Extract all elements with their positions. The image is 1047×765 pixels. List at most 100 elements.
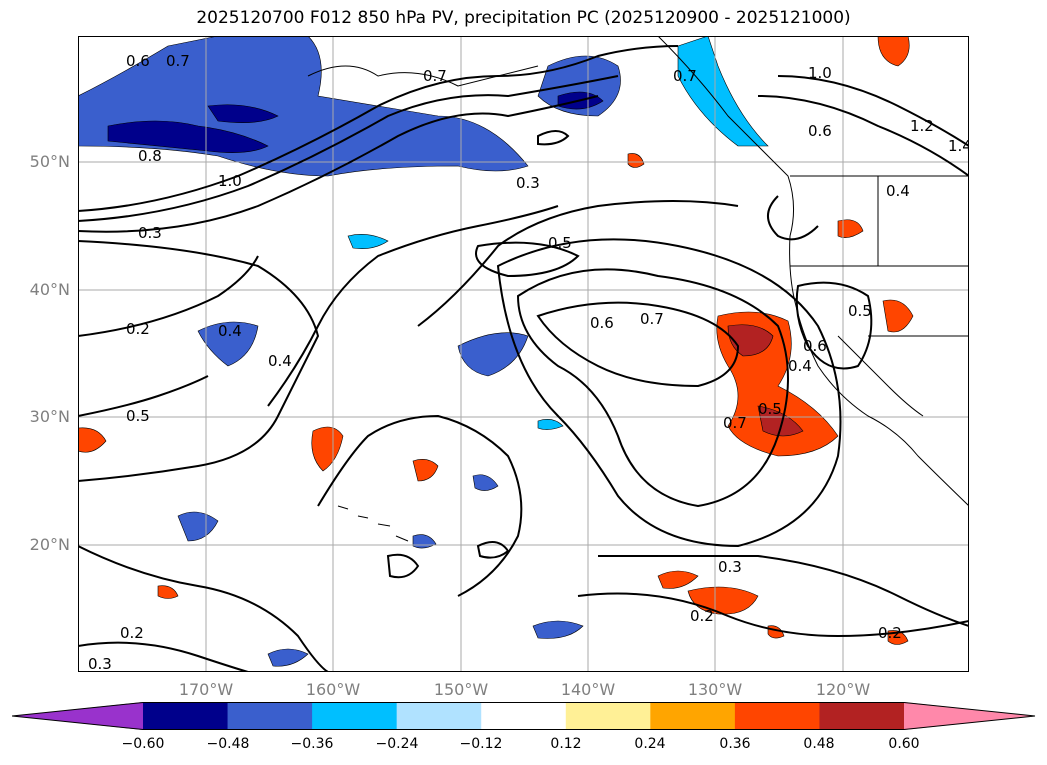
lon-label: 170°W: [178, 680, 234, 699]
contour-label: 0.3: [516, 174, 540, 192]
contour-label: 0.4: [218, 322, 242, 340]
contour-label: 0.2: [126, 320, 150, 338]
pos-patch-main-core: [727, 324, 774, 357]
colorbar-extend-high: [904, 702, 1035, 730]
neg-patch-bc: [677, 36, 769, 147]
contour-label: 0.7: [166, 52, 190, 70]
colorbar-tick-label: −0.60: [121, 736, 165, 752]
lat-label: 20°N: [29, 535, 70, 554]
colorbar-tick-label: 0.48: [803, 736, 835, 752]
contour-l10: [516, 268, 789, 508]
neg-patch-s2: [267, 648, 309, 667]
contour-l2: [78, 75, 619, 222]
contour-label: 1.2: [910, 117, 934, 135]
lat-label: 40°N: [29, 280, 70, 299]
contour-label: 0.6: [803, 337, 827, 355]
neg-patch-north-core2: [207, 104, 279, 123]
contour-l24: [386, 553, 420, 579]
colorbar-tick-label: −0.48: [206, 736, 250, 752]
contour-label: 1.4: [948, 137, 969, 155]
contour-l22: [537, 130, 570, 146]
contour-label: 0.5: [848, 302, 872, 320]
neg-patch-sw1: [197, 321, 259, 367]
contour-label: 0.3: [138, 224, 162, 242]
neg-patch-c2: [472, 474, 499, 491]
colorbar-extend-low: [12, 702, 143, 730]
colorbar-bin: [227, 702, 313, 730]
contour-l17: [78, 641, 249, 672]
contour-label: 0.2: [690, 607, 714, 625]
map-panel: 0.6 0.7 0.8 1.0 0.7 1.0 0.6 1.2 1.4 0.4 …: [78, 36, 969, 672]
lat-label: 30°N: [29, 407, 70, 426]
contour-l19: [795, 281, 873, 370]
colorbar-bin: [312, 702, 398, 730]
contour-labels: 0.6 0.7 0.8 1.0 0.7 1.0 0.6 1.2 1.4 0.4 …: [88, 52, 969, 672]
map-frame: [78, 36, 969, 672]
colorbar-tick-label: 0.12: [550, 736, 582, 752]
coast-west-us: [789, 235, 969, 507]
pos-patch-n: [627, 153, 645, 168]
pos-patch-sw: [657, 570, 699, 589]
contour-l5: [78, 255, 259, 337]
contour-label: 0.4: [886, 182, 910, 200]
lat-label: 50°N: [29, 152, 70, 171]
contour-label: 0.5: [126, 407, 150, 425]
contour-label: 0.2: [878, 624, 902, 642]
colorbar-bin: [396, 702, 482, 730]
contour-label: 0.7: [423, 67, 447, 85]
neg-patch-c4: [537, 419, 564, 430]
contour-label: 0.4: [788, 357, 812, 375]
neg-patch-mid: [457, 332, 529, 377]
pos-patch-ne: [877, 36, 910, 67]
contour-label: 0.6: [808, 122, 832, 140]
contour-l13: [78, 545, 329, 672]
gridlines: [78, 36, 969, 672]
contour-label: 0.7: [723, 414, 747, 432]
colorbar-tick-label: −0.36: [290, 736, 334, 752]
contour-l12: [417, 200, 739, 327]
pos-patch-w3: [157, 585, 179, 599]
pos-patch-w: [311, 426, 344, 472]
pos-patch-e1: [882, 299, 914, 333]
contour-l16: [577, 592, 969, 638]
contour-l14: [317, 414, 523, 597]
neg-patch-w: [177, 511, 219, 542]
neg-patch-s: [532, 620, 584, 639]
hawaii-islands: [337, 505, 409, 542]
contour-label: 0.6: [126, 52, 150, 70]
coast-bc: [657, 36, 794, 237]
coast-baja: [837, 335, 924, 417]
border-states: [790, 176, 969, 267]
colorbar-tick-label: 0.36: [719, 736, 751, 752]
colorbar-bin: [819, 702, 905, 730]
pos-patch-mid: [412, 459, 439, 482]
colorbar-outline: [12, 702, 1036, 730]
colorbar-tick-label: −0.12: [459, 736, 503, 752]
contour-label: 0.3: [718, 558, 742, 576]
contour-l23: [476, 541, 510, 559]
contour-label: 0.7: [673, 67, 697, 85]
pos-patch-main-core2: [757, 405, 804, 437]
pos-patch-w2: [78, 427, 107, 453]
contour-label: 0.5: [548, 234, 572, 252]
contour-label: 0.3: [88, 655, 112, 672]
contour-label: 0.2: [120, 624, 144, 642]
contour-l15: [598, 555, 969, 627]
lon-label: 140°W: [560, 680, 616, 699]
lon-label: 130°W: [687, 680, 743, 699]
contour-l3: [78, 95, 599, 233]
contour-l18: [767, 195, 819, 241]
colorbar-bin: [734, 702, 820, 730]
neg-patch-north-core: [107, 120, 269, 153]
lon-label: 160°W: [305, 680, 361, 699]
contour-label: 0.8: [138, 147, 162, 165]
contour-l9: [536, 301, 740, 388]
colorbar-bin: [143, 702, 229, 730]
pos-patch-e2: [837, 219, 864, 238]
contour-l6: [78, 375, 209, 417]
neg-patch-c: [347, 234, 389, 249]
contour-l1: [78, 45, 679, 212]
contour-l21: [777, 75, 969, 147]
contour-label: 0.6: [590, 314, 614, 332]
colorbar-tick-label: 0.24: [634, 736, 666, 752]
